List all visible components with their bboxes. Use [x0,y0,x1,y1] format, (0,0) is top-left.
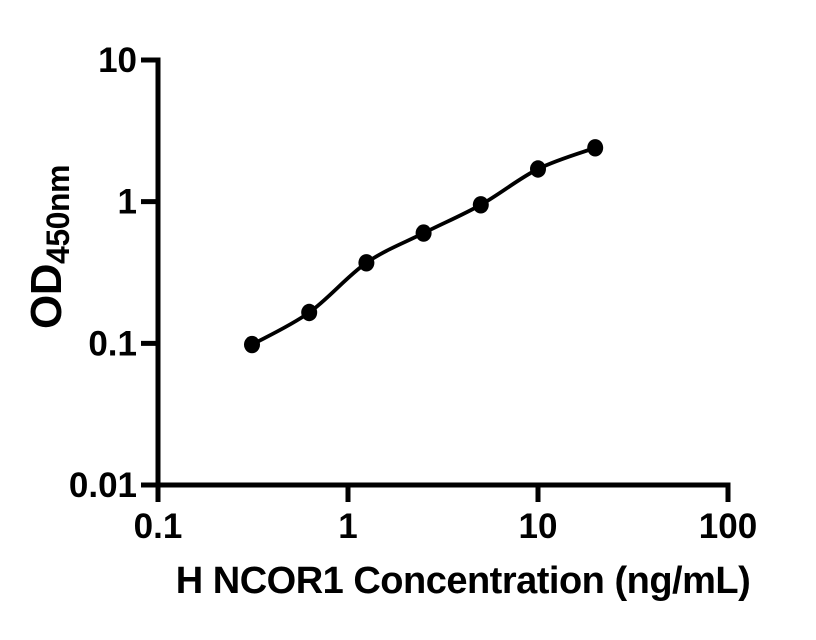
x-axis-tick-label: 1 [338,507,357,546]
y-axis-title: OD450nm [22,165,76,329]
y-axis-tick-label: 0.1 [88,324,137,363]
y-axis-tick-label: 10 [98,41,137,80]
x-axis-title: H NCOR1 Concentration (ng/mL) [175,560,751,602]
data-point-marker [358,254,375,272]
y-axis-title-main: OD [22,263,71,329]
x-axis-tick-label: 100 [699,507,757,546]
data-point-marker [244,335,260,354]
data-point-marker [472,196,489,214]
x-axis-tick-label: 0.1 [134,507,183,546]
y-axis-title-subscript: 450nm [40,165,76,264]
data-point-marker [301,303,318,322]
x-axis-tick-label: 10 [519,507,558,546]
data-point-marker [415,224,432,242]
y-axis-tick-label: 1 [118,183,137,222]
data-point-marker [530,160,546,178]
y-axis-tick-label: 0.01 [69,466,137,505]
axis-frame [155,57,731,488]
data-point-marker [587,139,604,157]
